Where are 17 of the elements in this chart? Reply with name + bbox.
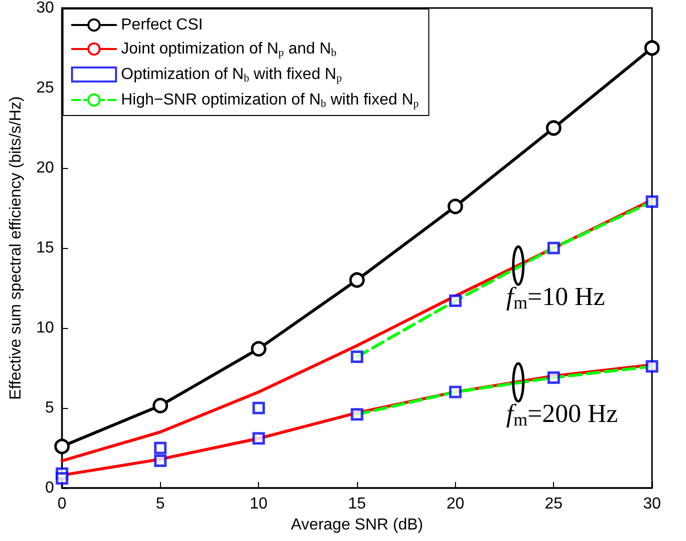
x-tick-label: 25 <box>544 496 563 512</box>
x-tick-label: 0 <box>58 496 67 512</box>
y-tick-label: 25 <box>36 80 54 96</box>
x-tick-label: 20 <box>446 496 464 512</box>
y-tick-label: 20 <box>36 160 54 176</box>
y-axis-title: Effective sum spectral efficiency (bits/s/Hz) <box>8 96 24 400</box>
x-axis-title: Average SNR (dB) <box>290 516 424 534</box>
y-tick-label: 10 <box>36 320 54 336</box>
x-tick-label: 10 <box>250 496 268 512</box>
x-tick-label: 30 <box>643 496 661 512</box>
y-tick-label: 30 <box>36 0 54 16</box>
y-tick-label: 5 <box>45 400 54 416</box>
y-tick-label: 0 <box>45 480 54 496</box>
y-tick-label: 15 <box>36 240 54 256</box>
x-tick-label: 15 <box>348 496 366 512</box>
x-tick-label: 5 <box>156 496 165 512</box>
legend-label: Perfect CSI <box>121 16 203 34</box>
